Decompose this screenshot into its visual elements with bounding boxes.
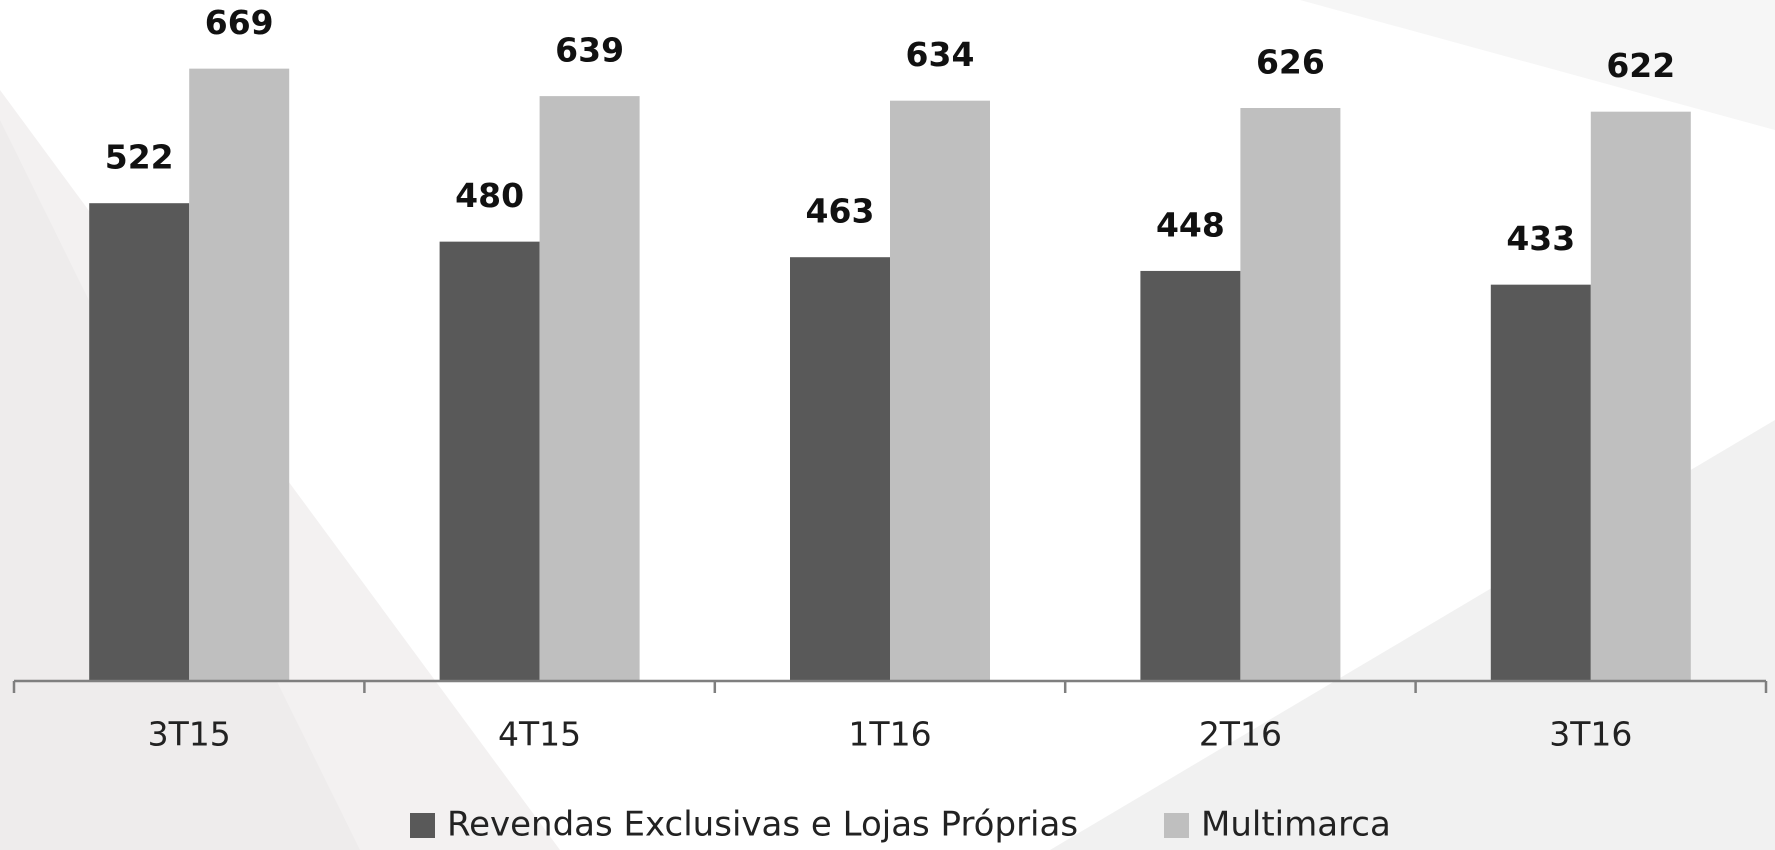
- value-label: 448: [1156, 205, 1225, 244]
- value-label: 626: [1256, 43, 1325, 82]
- value-label: 480: [455, 176, 524, 215]
- bar: [439, 241, 540, 682]
- bar: [1490, 284, 1591, 681]
- bar: [1140, 270, 1241, 681]
- bar: [890, 100, 990, 681]
- bar: [189, 68, 290, 682]
- bar: [1590, 111, 1691, 681]
- value-label: 669: [205, 3, 274, 42]
- x-tick-label: 3T15: [148, 715, 231, 754]
- bar: [790, 257, 890, 681]
- bg-shape: [1300, 0, 1775, 130]
- x-tick-label: 2T16: [1199, 715, 1282, 754]
- legend-swatch: [1164, 813, 1189, 838]
- x-tick-label: 1T16: [848, 715, 931, 754]
- bar: [1240, 108, 1341, 682]
- value-label: 433: [1506, 219, 1575, 258]
- value-label: 639: [555, 31, 624, 70]
- x-tick-label: 4T15: [498, 715, 581, 754]
- value-label: 634: [906, 35, 975, 74]
- bar: [539, 96, 640, 681]
- value-label: 522: [105, 138, 174, 177]
- bar: [89, 203, 190, 682]
- value-label: 622: [1606, 46, 1675, 85]
- legend-label: Revendas Exclusivas e Lojas Próprias: [447, 805, 1078, 845]
- value-label: 463: [806, 192, 875, 231]
- legend-label: Multimarca: [1201, 805, 1391, 845]
- x-tick-label: 3T16: [1549, 715, 1632, 754]
- legend-swatch: [410, 813, 435, 838]
